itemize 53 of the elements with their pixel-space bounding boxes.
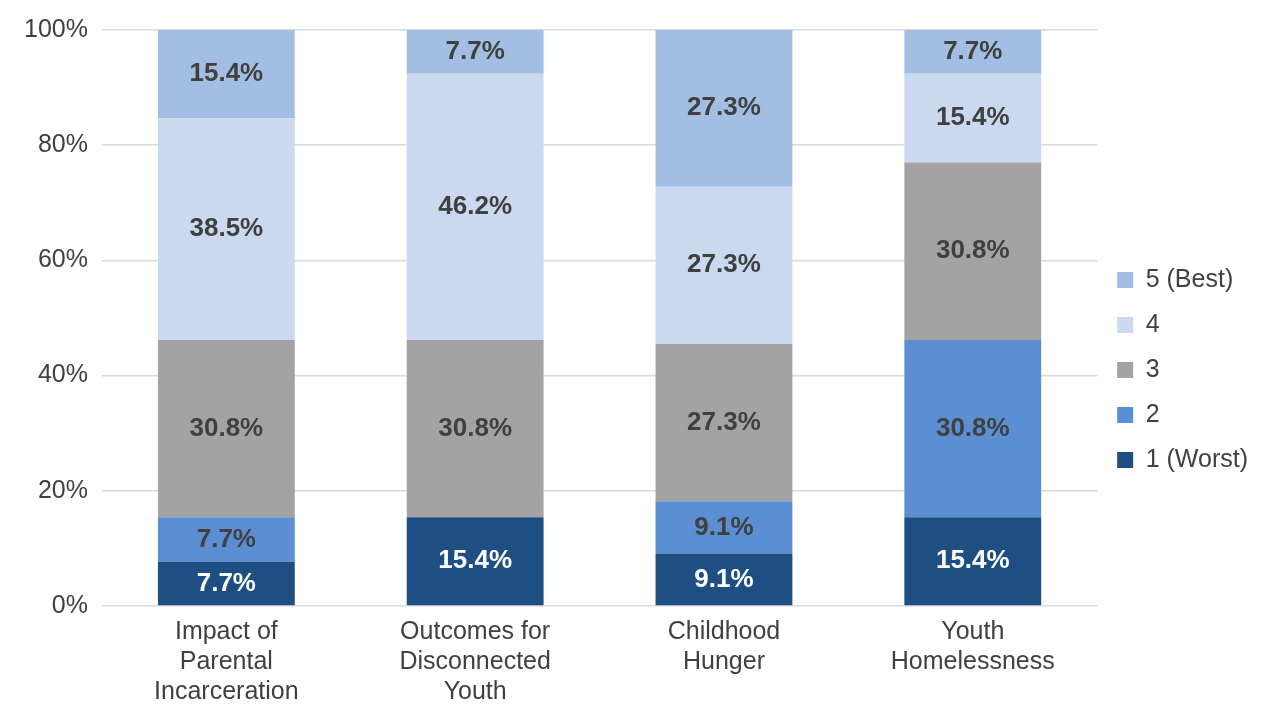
- legend-label: 2: [1145, 398, 1160, 427]
- bar: [406, 339, 544, 518]
- y-tick-label: 0%: [51, 589, 88, 618]
- y-tick-label: 60%: [37, 244, 88, 273]
- bar: [157, 517, 295, 562]
- bar: [655, 30, 793, 187]
- legend-label: 5 (Best): [1145, 263, 1234, 292]
- data-label: 27.3%: [687, 405, 761, 436]
- data-label: 30.8%: [189, 411, 264, 442]
- data-label: 15.4%: [935, 101, 1010, 132]
- data-label: 27.3%: [687, 91, 761, 122]
- data-label: 15.4%: [438, 544, 513, 575]
- data-label: 15.4%: [189, 56, 264, 87]
- data-label: 7.7%: [943, 34, 1003, 65]
- bar: [904, 30, 1042, 74]
- bar: [157, 339, 295, 518]
- bar: [655, 186, 793, 344]
- bar: [406, 73, 544, 340]
- data-label: 9.1%: [694, 510, 754, 541]
- x-tick-label: Childhood Hunger: [667, 615, 781, 674]
- data-label: 30.8%: [935, 234, 1010, 265]
- bar: [904, 162, 1042, 340]
- y-tick-label: 100%: [23, 13, 88, 42]
- data-label: 38.5%: [189, 212, 264, 243]
- legend-label: 1 (Worst): [1145, 443, 1249, 472]
- x-tick-label: Outcomes for Disconnected Youth: [399, 615, 551, 704]
- y-tick-label: 80%: [37, 129, 88, 158]
- y-tick-label: 40%: [37, 359, 88, 388]
- bar: [904, 73, 1042, 163]
- bar: [157, 561, 295, 606]
- legend-label: 3: [1145, 353, 1160, 382]
- data-label: 7.7%: [196, 566, 256, 597]
- bar: [655, 343, 793, 502]
- data-label: 9.1%: [694, 562, 754, 593]
- y-tick-label: 20%: [37, 474, 88, 503]
- bar: [904, 517, 1042, 606]
- bar: [157, 30, 295, 119]
- x-tick-label: Impact of Parental Incarceration: [154, 615, 299, 704]
- x-tick-label: Youth Homelessness: [890, 615, 1055, 674]
- bar: [406, 517, 544, 606]
- bar: [157, 118, 295, 340]
- data-label: 7.7%: [196, 522, 256, 553]
- data-label: 46.2%: [438, 190, 513, 220]
- data-label: 15.4%: [935, 544, 1010, 575]
- bar: [406, 30, 544, 74]
- bar: [655, 553, 793, 606]
- data-label: 30.8%: [935, 411, 1010, 442]
- data-label: 7.7%: [445, 34, 505, 65]
- data-label: 30.8%: [438, 411, 513, 442]
- bar: [655, 501, 793, 554]
- bar: [904, 339, 1042, 518]
- legend-label: 4: [1145, 308, 1160, 337]
- data-label: 27.3%: [687, 248, 761, 279]
